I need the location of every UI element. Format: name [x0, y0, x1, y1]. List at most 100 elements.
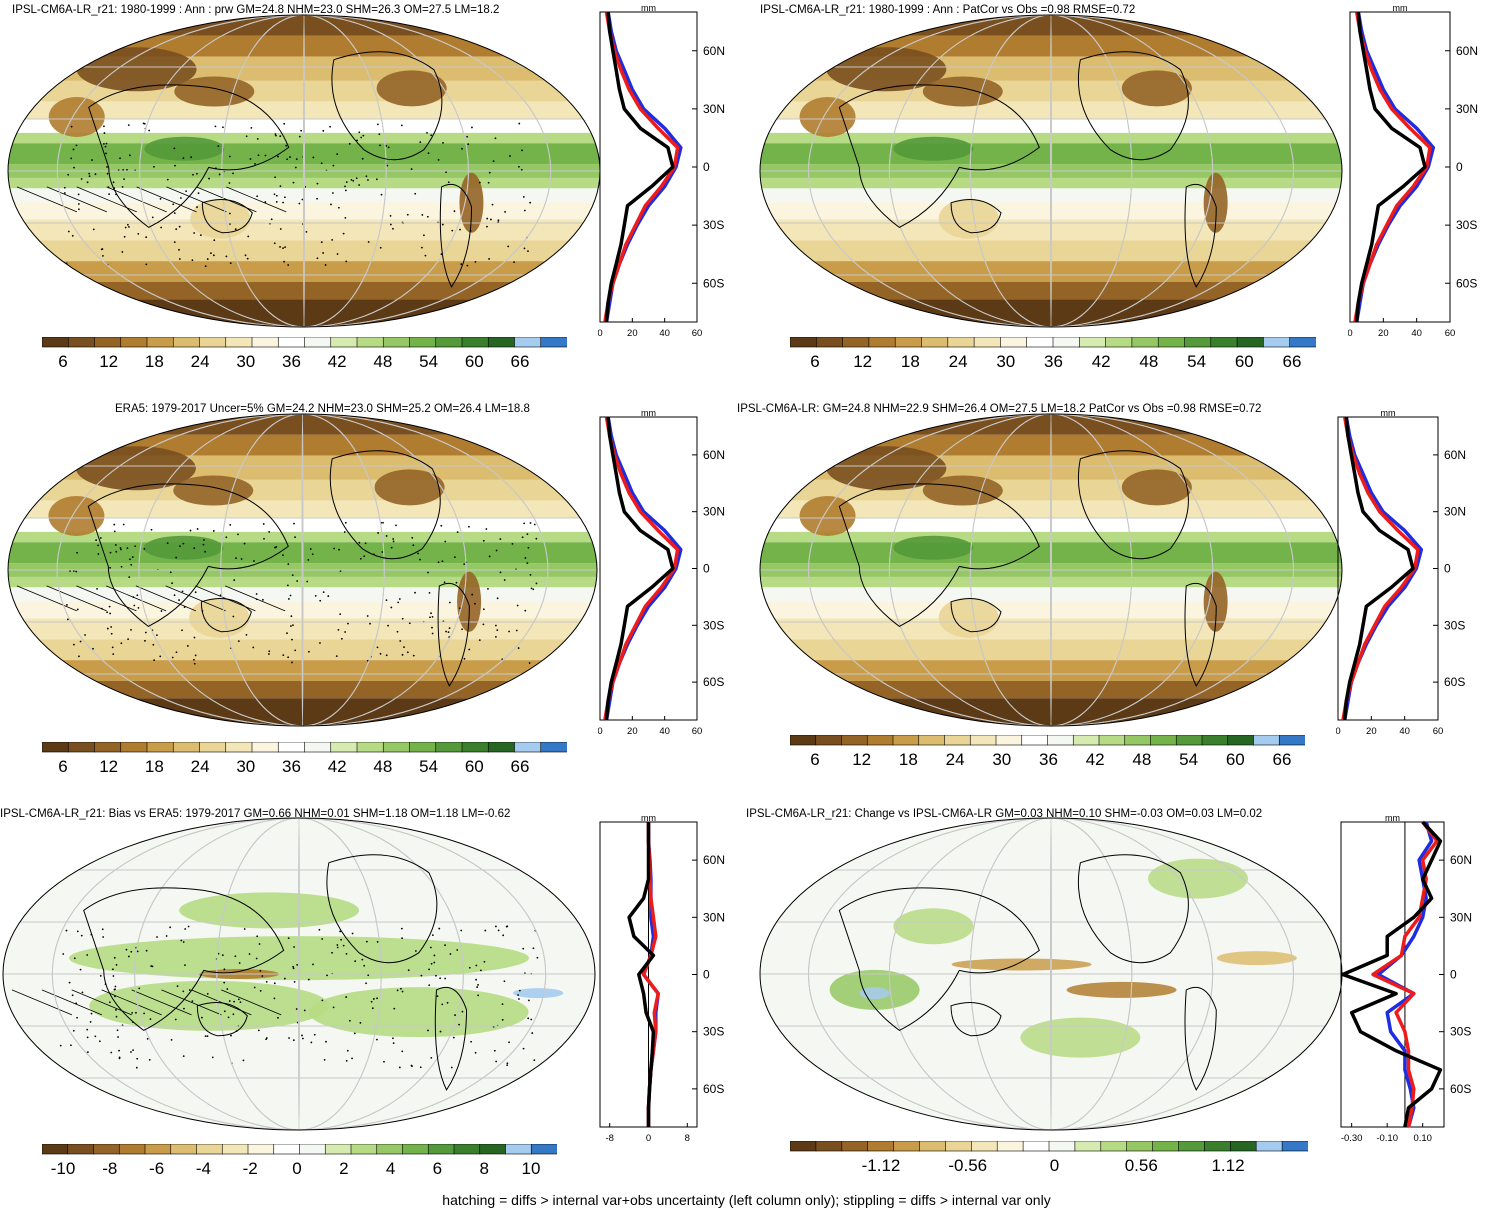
- colorbar-swatch: [196, 1144, 223, 1155]
- colorbar-swatch: [427, 1144, 455, 1155]
- colorbar-swatch: [120, 337, 148, 348]
- colorbar-label: 66: [510, 352, 530, 371]
- colorbar-label: 60: [464, 757, 484, 776]
- colorbar-swatch: [277, 337, 306, 348]
- colorbar: [42, 742, 567, 753]
- colorbar-swatch: [790, 735, 817, 746]
- lat-tick-label: 0: [703, 160, 710, 174]
- profile-unit: mm: [641, 814, 656, 823]
- x-tick-label: 0.10: [1413, 1133, 1432, 1144]
- colorbar-swatch: [251, 742, 279, 753]
- colorbar: [42, 1144, 557, 1155]
- colorbar-swatch: [487, 337, 516, 348]
- colorbar: [790, 735, 1305, 746]
- x-tick-label: 0: [598, 328, 603, 339]
- colorbar-label: 36: [1039, 750, 1058, 769]
- colorbar-label: 30: [236, 757, 256, 776]
- colorbar-swatch: [1253, 735, 1280, 746]
- colorbar-swatch: [1255, 1141, 1283, 1152]
- colorbar-swatch: [973, 337, 1002, 348]
- profile-unit: mm: [1385, 814, 1400, 823]
- colorbar-swatch: [947, 337, 975, 348]
- colorbar-swatch: [1126, 1141, 1154, 1152]
- colorbar-swatch: [94, 742, 122, 753]
- x-tick-label: 60: [692, 328, 703, 339]
- colorbar-label: 30: [996, 352, 1016, 371]
- colorbar-swatch: [1074, 1141, 1102, 1152]
- colorbar-swatch: [356, 337, 384, 348]
- profile-unit: mm: [641, 4, 656, 13]
- colorbar-swatch: [382, 337, 411, 348]
- footer-note: hatching = diffs > internal var+obs unce…: [442, 1192, 1051, 1208]
- colorbar-swatch: [867, 1141, 895, 1152]
- zonal-mean-profile: mm 60N 30N 0 30S 60S -0.30 -0.10 0.10: [1340, 814, 1472, 1144]
- lat-tick-label: 30N: [1456, 102, 1478, 116]
- colorbar-label: 54: [1179, 750, 1199, 769]
- colorbar-swatch: [277, 742, 306, 753]
- colorbar-label: 24: [945, 750, 965, 769]
- world-map: [2, 817, 596, 1131]
- colorbar-swatch: [1184, 337, 1212, 348]
- colorbar-label: 42: [327, 757, 347, 776]
- colorbar-swatch: [120, 742, 148, 753]
- colorbar-swatch: [67, 1144, 95, 1155]
- colorbar-label: 66: [510, 757, 530, 776]
- colorbar-swatch: [815, 735, 843, 746]
- colorbar-label: 6: [432, 1159, 443, 1178]
- colorbar-swatch: [841, 735, 868, 746]
- colorbar-swatch: [1021, 735, 1049, 746]
- colorbar-swatch: [1048, 1141, 1076, 1152]
- colorbar: [790, 337, 1316, 348]
- colorbar-label: 66: [1282, 352, 1302, 371]
- colorbar-label: 18: [144, 352, 164, 371]
- colorbar-swatch: [892, 735, 920, 746]
- colorbar-swatch: [540, 337, 567, 348]
- colorbar-label: 12: [852, 750, 872, 769]
- colorbar-swatch: [918, 735, 946, 746]
- colorbar-swatch: [866, 735, 894, 746]
- colorbar-swatch: [1098, 735, 1126, 746]
- colorbar-swatch: [273, 1144, 301, 1155]
- lat-tick-label: 60S: [1450, 1082, 1471, 1096]
- colorbar-swatch: [247, 1144, 275, 1155]
- colorbar-swatch: [487, 742, 516, 753]
- colorbar-swatch: [67, 742, 96, 753]
- colorbar-swatch: [1022, 1141, 1050, 1152]
- x-tick-label: 0: [598, 726, 603, 737]
- colorbar-swatch: [1124, 735, 1152, 746]
- profile-unit: mm: [1381, 409, 1396, 418]
- colorbar-swatch: [1131, 337, 1159, 348]
- x-tick-label: 60: [1433, 726, 1444, 737]
- colorbar-swatch: [42, 337, 69, 348]
- world-map: [7, 413, 598, 727]
- x-tick-label: 20: [627, 726, 638, 737]
- colorbar-label: 6: [810, 352, 820, 371]
- panel-title: IPSL-CM6A-LR_r21: 1980-1999 : Ann : prw …: [12, 4, 500, 16]
- colorbar-swatch: [251, 337, 279, 348]
- colorbar-swatch: [1278, 735, 1305, 746]
- x-tick-label: 0: [1336, 726, 1341, 737]
- colorbar-label: 36: [282, 352, 301, 371]
- world-map: [7, 14, 601, 328]
- colorbar-swatch: [435, 337, 463, 348]
- colorbar-label: 18: [900, 352, 920, 371]
- colorbar-swatch: [409, 337, 437, 348]
- colorbar-swatch: [330, 742, 358, 753]
- x-tick-label: 40: [659, 726, 670, 737]
- colorbar-swatch: [221, 1144, 249, 1155]
- colorbar-swatch: [995, 735, 1023, 746]
- colorbar-label: 2: [339, 1159, 349, 1178]
- x-tick-label: 60: [692, 726, 703, 737]
- colorbar-swatch: [172, 742, 201, 753]
- lat-tick-label: 60N: [703, 853, 725, 867]
- x-tick-label: 0: [646, 1133, 651, 1144]
- lat-tick-label: 30S: [703, 218, 724, 232]
- colorbar-swatch: [1236, 337, 1265, 348]
- colorbar-label: -4: [195, 1159, 211, 1178]
- x-tick-label: 60: [1445, 328, 1456, 339]
- colorbar-label: 24: [948, 352, 968, 371]
- colorbar-label: 24: [190, 352, 210, 371]
- colorbar-swatch: [170, 1144, 198, 1155]
- colorbar-swatch: [1150, 735, 1177, 746]
- colorbar-swatch: [199, 337, 227, 348]
